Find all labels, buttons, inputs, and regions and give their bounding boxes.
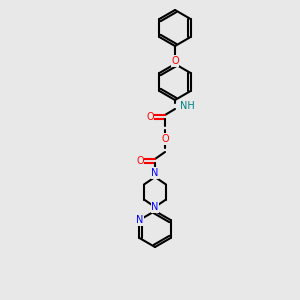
Text: NH: NH <box>180 101 195 111</box>
Text: O: O <box>146 112 154 122</box>
Text: N: N <box>136 215 143 225</box>
Text: N: N <box>151 168 159 178</box>
Text: O: O <box>136 156 144 166</box>
Text: O: O <box>161 134 169 144</box>
Text: N: N <box>151 202 159 212</box>
Text: O: O <box>171 56 179 66</box>
